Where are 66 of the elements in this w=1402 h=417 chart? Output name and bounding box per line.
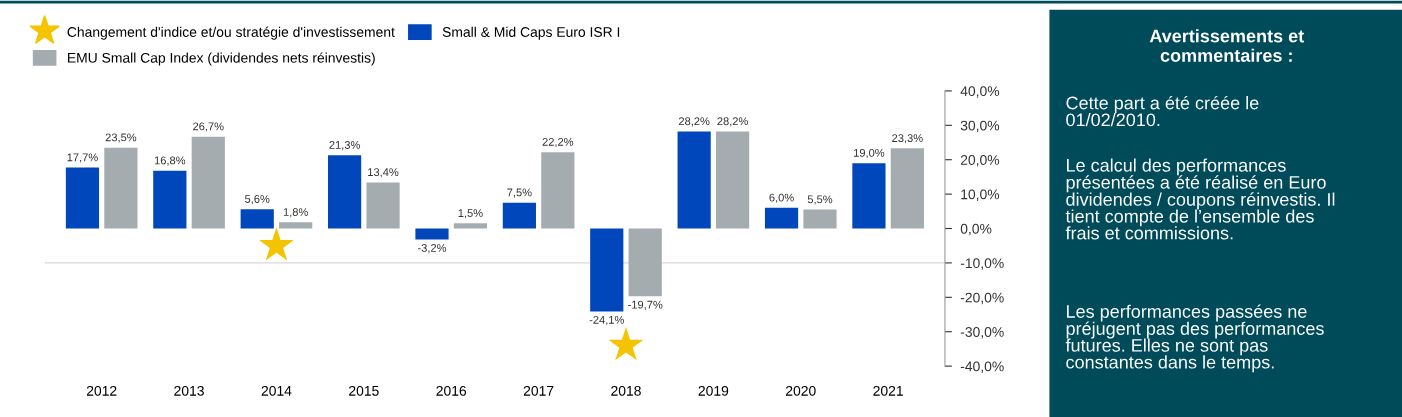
data-label: 21,3% (329, 141, 360, 151)
bar (852, 163, 886, 229)
y-tick-label: 20,0% (960, 155, 1000, 167)
bar (541, 152, 575, 229)
bar (104, 147, 138, 229)
data-label: 23,3% (892, 134, 923, 144)
bar (715, 131, 750, 229)
text: Avertissements et commentaires : (1149, 29, 1304, 62)
data-label: 7,5% (507, 188, 532, 198)
y-tick-label: -30,0% (960, 327, 1004, 339)
data-label: 22,2% (542, 137, 574, 148)
y-tick-label: 40,0% (960, 86, 1000, 98)
x-tick-label: 2019 (698, 385, 729, 396)
bar (415, 228, 449, 240)
bar (366, 182, 400, 229)
x-tick-label: 2013 (174, 385, 204, 396)
bar (153, 170, 187, 229)
data-label: 16,8% (154, 156, 186, 166)
data-label: -24,1% (589, 315, 624, 326)
data-label: 6,0% (769, 193, 794, 203)
y-tick-label: -40,0% (960, 361, 1004, 373)
bar (502, 202, 536, 229)
bar (279, 222, 313, 229)
x-tick-label: 2014 (261, 385, 292, 396)
bar (191, 136, 225, 229)
bar (453, 223, 488, 229)
bar (628, 228, 662, 297)
bar (590, 228, 624, 312)
data-label: 5,6% (245, 195, 270, 205)
y-tick-label: -20,0% (960, 292, 1004, 305)
data-label: 19,0% (854, 148, 885, 159)
data-label: -19,7% (628, 300, 663, 310)
data-label: 28,2% (717, 117, 748, 127)
bar (764, 207, 799, 229)
data-label: 1,5% (458, 209, 483, 219)
y-tick-label: 30,0% (960, 120, 1000, 133)
text: Cette part a été créée le 01/02/2010. (1066, 95, 1259, 127)
bar (677, 131, 711, 229)
legend-label: Small & Mid Caps Euro ISR I (442, 26, 620, 40)
x-tick-label: 2016 (436, 385, 467, 396)
data-label: 26,7% (193, 122, 224, 132)
data-label: 28,2% (678, 117, 710, 127)
data-label: 23,5% (105, 133, 137, 143)
legend-label: Changement d'indice et/ou stratégie d'investissement (67, 26, 395, 40)
y-tick-label: 10,0% (961, 189, 1000, 201)
x-tick-label: 2018 (611, 385, 641, 396)
y-tick-label: -10,0% (960, 258, 1004, 270)
x-tick-label: 2015 (349, 385, 379, 396)
bar (890, 148, 924, 229)
x-tick-label: 2020 (786, 385, 816, 396)
bar (240, 209, 274, 229)
x-tick-label: 2021 (873, 385, 903, 396)
bar (65, 167, 100, 229)
bar (328, 155, 362, 229)
data-label: 5,5% (807, 195, 833, 205)
data-label: -3,2% (417, 243, 447, 254)
x-tick-label: 2012 (86, 385, 117, 396)
text: Le calcul des performances présentées a été réalisé en Euro dividendes / coupons réinvestis. Il tient compte de l’ensemble des frais et commissions. (1065, 158, 1335, 240)
text: Les performances passées ne préjugent pas des performances futures. Elles ne sont pas constantes dans le temps. (1065, 304, 1324, 373)
legend-label: EMU Small Cap Index (dividendes nets réinvestis) (68, 52, 375, 66)
data-label: 1,8% (283, 208, 308, 218)
data-label: 17,7% (67, 153, 98, 163)
y-tick-label: 0,0% (960, 223, 992, 236)
x-tick-label: 2017 (523, 385, 554, 396)
bar (803, 209, 837, 229)
data-label: 13,4% (368, 168, 399, 178)
